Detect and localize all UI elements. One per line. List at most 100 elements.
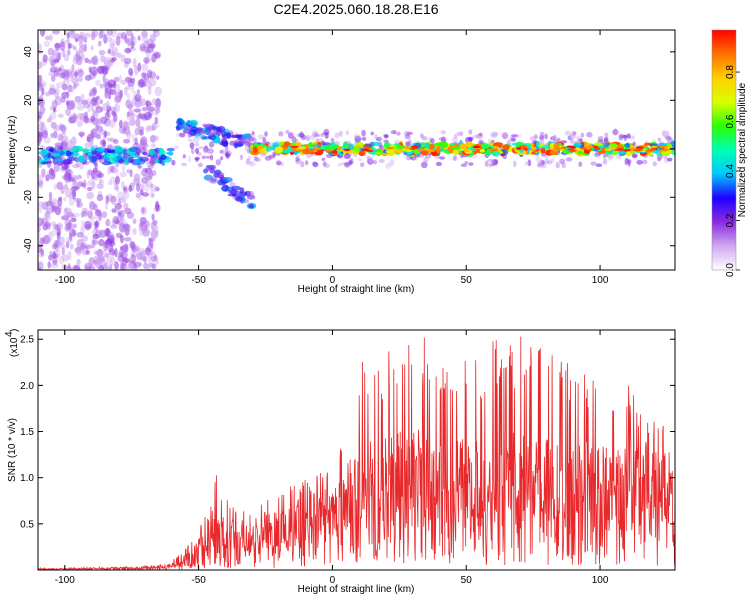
x-tick-label: -50 <box>191 575 206 586</box>
heatmap-cell <box>88 100 95 108</box>
heatmap-cell <box>650 148 656 151</box>
heatmap-cell <box>145 51 151 59</box>
heatmap-cell <box>58 255 65 265</box>
heatmap-cell <box>54 42 61 49</box>
heatmap-cell <box>545 158 549 165</box>
y-tick-label: 0 <box>23 146 34 152</box>
heatmap-cell <box>88 66 92 73</box>
heatmap-cell <box>609 155 615 159</box>
heatmap-cell <box>92 233 100 240</box>
heatmap-cell <box>99 257 105 263</box>
heatmap-cell <box>358 158 362 162</box>
heatmap-cell <box>119 119 123 129</box>
snr-multiplier-base: (x10 <box>9 337 20 357</box>
heatmap-cell <box>140 206 148 216</box>
heatmap-cell <box>155 98 162 108</box>
heatmap-cell <box>48 115 53 123</box>
heatmap-cell <box>107 48 112 55</box>
heatmap-cell <box>111 46 118 57</box>
heatmap-cell <box>251 137 257 143</box>
heatmap-cell <box>128 67 134 76</box>
heatmap-cell <box>148 237 156 242</box>
heatmap-cell <box>439 156 446 160</box>
heatmap-cell <box>66 156 75 162</box>
heatmap-cell <box>594 147 601 150</box>
heatmap-cell <box>579 147 587 150</box>
heatmap-cell <box>145 100 152 107</box>
heatmap-cell <box>249 161 256 167</box>
heatmap-cell <box>307 143 313 147</box>
heatmap-cell <box>69 177 76 182</box>
heatmap-cell <box>490 132 498 138</box>
heatmap-cell <box>428 144 435 150</box>
heatmap-cell <box>570 130 577 137</box>
heatmap-cell <box>603 138 608 143</box>
heatmap-cell <box>74 95 82 103</box>
heatmap-cell <box>61 247 65 256</box>
heatmap-cell <box>98 179 105 186</box>
heatmap-cell <box>38 180 42 189</box>
heatmap-cell <box>198 146 204 150</box>
heatmap-cell <box>518 145 528 148</box>
heatmap-cell <box>535 156 541 163</box>
heatmap-cell <box>666 157 673 162</box>
heatmap-cell <box>141 30 148 38</box>
heatmap-cell <box>114 261 119 270</box>
heatmap-cell <box>110 195 117 205</box>
heatmap-cell <box>604 132 609 139</box>
heatmap-cell <box>220 131 228 137</box>
heatmap-cell <box>322 161 327 167</box>
heatmap-cell <box>78 180 84 188</box>
heatmap-cell <box>568 133 576 140</box>
heatmap-cell <box>38 181 42 187</box>
heatmap-cell <box>353 134 361 139</box>
heatmap-cell <box>419 133 424 139</box>
heatmap-cell <box>661 130 667 137</box>
heatmap-cell <box>147 80 152 90</box>
heatmap-cell <box>38 180 44 186</box>
heatmap-cell <box>166 147 175 152</box>
heatmap-cell <box>310 133 316 141</box>
heatmap-cell <box>71 190 77 200</box>
heatmap-cell <box>81 207 88 215</box>
heatmap-cell <box>135 118 141 128</box>
heatmap-cell <box>118 158 124 164</box>
heatmap-cell <box>98 30 104 39</box>
heatmap-cell <box>75 56 83 66</box>
heatmap-cell <box>312 162 319 168</box>
heatmap-cell <box>73 83 77 90</box>
heatmap-cell <box>38 74 43 85</box>
heatmap-cell <box>459 130 464 137</box>
heatmap-cell <box>148 256 154 267</box>
heatmap-cell <box>105 218 111 227</box>
heatmap-cell <box>48 197 52 206</box>
heatmap-cell <box>318 149 325 152</box>
heatmap-cell <box>134 65 139 76</box>
heatmap-cell <box>73 82 80 87</box>
heatmap-cell <box>104 87 108 94</box>
heatmap-cell <box>49 106 55 111</box>
heatmap-cell <box>124 76 132 83</box>
heatmap-cell <box>38 230 41 240</box>
heatmap-cell <box>95 258 101 268</box>
heatmap-cell <box>152 219 158 226</box>
heatmap-cell <box>80 211 85 218</box>
heatmap-cell <box>50 121 57 129</box>
heatmap-cell <box>316 138 324 142</box>
heatmap-cell <box>590 161 597 166</box>
heatmap-cell <box>153 30 157 37</box>
colorbar: 0.0 0.2 0.4 0.6 0.8 Normalized spectral ampl… <box>711 29 748 277</box>
heatmap-cell <box>76 200 80 208</box>
heatmap-cell <box>492 146 500 149</box>
heatmap-cell <box>66 211 74 218</box>
heatmap-cell <box>84 57 89 64</box>
heatmap-cell <box>38 61 43 69</box>
heatmap-cell <box>570 146 576 149</box>
heatmap-cell <box>472 145 481 149</box>
heatmap-cell <box>207 177 216 183</box>
heatmap-cell <box>72 212 81 218</box>
heatmap-cell <box>122 224 131 233</box>
heatmap-cell <box>126 169 130 174</box>
heatmap-cell <box>361 136 367 141</box>
heatmap-cell <box>41 161 49 165</box>
